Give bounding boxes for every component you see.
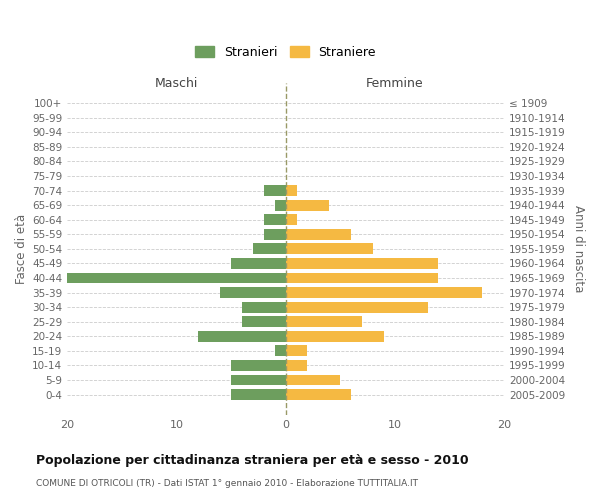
Bar bbox=[253, 244, 286, 254]
Bar bbox=[264, 214, 286, 225]
Bar bbox=[286, 287, 482, 298]
Bar bbox=[264, 229, 286, 240]
Bar bbox=[67, 272, 286, 283]
Bar bbox=[286, 272, 439, 283]
Bar bbox=[286, 244, 373, 254]
Bar bbox=[286, 331, 384, 342]
Bar bbox=[242, 302, 286, 312]
Bar bbox=[275, 346, 286, 356]
Bar bbox=[286, 200, 329, 210]
Bar bbox=[286, 229, 351, 240]
Bar bbox=[286, 346, 307, 356]
Legend: Stranieri, Straniere: Stranieri, Straniere bbox=[191, 42, 380, 63]
Bar bbox=[286, 374, 340, 386]
Bar bbox=[286, 360, 307, 371]
Bar bbox=[286, 302, 428, 312]
Text: Maschi: Maschi bbox=[155, 77, 198, 90]
Text: COMUNE DI OTRICOLI (TR) - Dati ISTAT 1° gennaio 2010 - Elaborazione TUTTITALIA.I: COMUNE DI OTRICOLI (TR) - Dati ISTAT 1° … bbox=[36, 479, 418, 488]
Bar bbox=[286, 214, 296, 225]
Bar bbox=[231, 374, 286, 386]
Bar bbox=[286, 185, 296, 196]
Text: Femmine: Femmine bbox=[366, 77, 424, 90]
Bar bbox=[231, 258, 286, 269]
Bar bbox=[231, 389, 286, 400]
Bar bbox=[264, 185, 286, 196]
Bar bbox=[198, 331, 286, 342]
Y-axis label: Anni di nascita: Anni di nascita bbox=[572, 205, 585, 292]
Bar bbox=[242, 316, 286, 327]
Text: Popolazione per cittadinanza straniera per età e sesso - 2010: Popolazione per cittadinanza straniera p… bbox=[36, 454, 469, 467]
Y-axis label: Fasce di età: Fasce di età bbox=[15, 214, 28, 284]
Bar bbox=[286, 258, 439, 269]
Bar bbox=[275, 200, 286, 210]
Bar bbox=[286, 389, 351, 400]
Bar bbox=[231, 360, 286, 371]
Bar bbox=[220, 287, 286, 298]
Bar bbox=[286, 316, 362, 327]
